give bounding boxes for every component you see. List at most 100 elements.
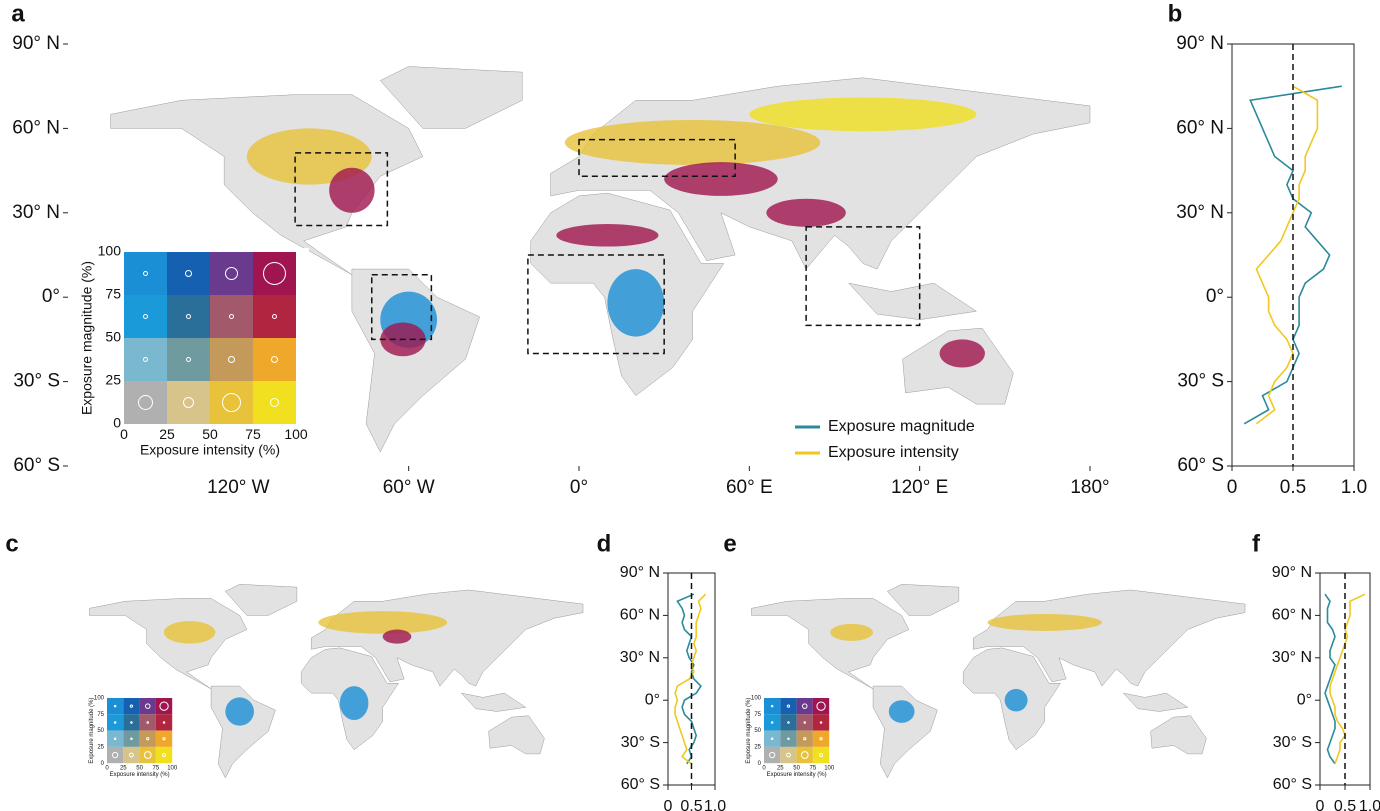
legend-cell [124,381,167,424]
legend-cell [107,698,124,715]
landmass [89,598,248,690]
legend-x-tick-label: 75 [153,766,160,772]
legend-cell [139,730,156,747]
y-tick-label: 0° [1297,691,1312,708]
legend-x-label: Exposure intensity (%) [767,772,827,778]
y-tick-label: 30° N [12,202,60,223]
x-tick-label: 120° E [891,477,948,498]
x-tick-label: 120° W [207,477,270,498]
legend-cell [210,381,253,424]
y-tick-label: 0° [1206,286,1224,307]
panel-b: b 90° N 60° N 30° N 0° 30° S 60° S0 0.5 1.0 [1168,0,1368,498]
legend-cell [764,698,781,715]
legend-cell [253,252,296,295]
landmass [751,598,910,690]
legend-cell [124,295,167,338]
region-box [294,152,389,227]
x-tick-label: 60° E [726,477,773,498]
legend-circle [801,703,808,709]
exposure-patch [607,269,665,337]
profile-line [1329,593,1366,765]
exposure-patch [830,623,874,641]
legend-cell [155,730,173,747]
legend-x-tick-label: 75 [245,426,261,442]
landmass [379,66,523,129]
profile-line [1255,85,1319,425]
y-tick-label: 30° S [1273,734,1312,751]
legend-cell [167,338,210,381]
legend-cell [124,338,167,381]
legend-circle [272,314,277,319]
legend-circle [129,704,134,708]
y-tick-label: 60° S [621,776,660,793]
exposure-patch [888,700,915,723]
region-box [527,254,665,355]
legend-y-tick-label: 25 [97,744,104,750]
y-tick-label: 60° S [13,455,60,476]
panel-label: a [11,0,25,27]
y-tick-label: 60° S [1273,776,1312,793]
legend-circle [787,721,790,724]
legend-x-tick-label: 0 [105,766,109,772]
y-tick-label: 30° N [1176,202,1224,223]
legend-cell [812,714,830,731]
legend-circle [816,701,826,711]
x-tick-label: 0 [1316,798,1325,811]
region-box [578,138,736,177]
landmass [110,94,424,275]
legend-circle [819,721,823,724]
legend-circle [138,395,153,410]
legend-circle [143,271,148,276]
legend-circle [768,751,776,759]
legend-circle [146,737,150,741]
legend-cell [139,714,156,731]
legend-circle [143,357,148,362]
legend-circle [129,752,134,758]
legend-cell [155,714,173,731]
legend-circle [819,737,823,741]
legend-cell [167,295,210,338]
legend-cell [812,730,830,747]
profile-line [674,593,707,765]
legend-cell [796,698,813,715]
legend-circle [770,737,774,741]
legend-cell [780,746,797,764]
region-box [371,273,433,341]
landmass [886,584,960,616]
legend-y-tick-label: 100 [98,243,122,259]
y-tick-label: 0° [42,286,60,307]
legend-cell [796,746,813,764]
exposure-patch [939,339,985,368]
y-tick-label: 60° N [1272,607,1312,624]
exposure-patch [664,162,778,196]
legend-cell [167,381,210,424]
legend-cell [107,746,124,764]
legend-circle [803,737,807,741]
panel-label: e [723,530,736,557]
legend-cell [796,714,813,731]
legend-x-tick-label: 100 [284,426,308,442]
panel-f: f 90° N 60° N 30° N 0° 30° S 60° S 0 0.5 1.0 [1252,530,1380,811]
legend-circle [270,398,279,407]
exposure-patch [382,629,412,644]
landmass [224,584,298,616]
legend-cell [123,730,140,747]
panel-label: c [5,530,18,557]
y-tick-label: 90° N [1272,564,1312,581]
legend-cell [253,381,296,424]
y-tick-label: 30° N [1272,649,1312,666]
legend-y-tick-label: 100 [751,696,762,702]
legend-cell [764,746,781,764]
exposure-patch [225,697,254,726]
legend-circle [222,393,241,412]
legend-circle [144,703,151,709]
panel-label: f [1252,530,1261,557]
x-tick-label: 60° W [383,477,435,498]
profile-line [676,593,702,765]
landmass [488,715,545,755]
y-tick-label: 60° S [1177,455,1224,476]
legend-y-tick-label: 75 [105,286,121,302]
legend-cell [124,252,167,295]
